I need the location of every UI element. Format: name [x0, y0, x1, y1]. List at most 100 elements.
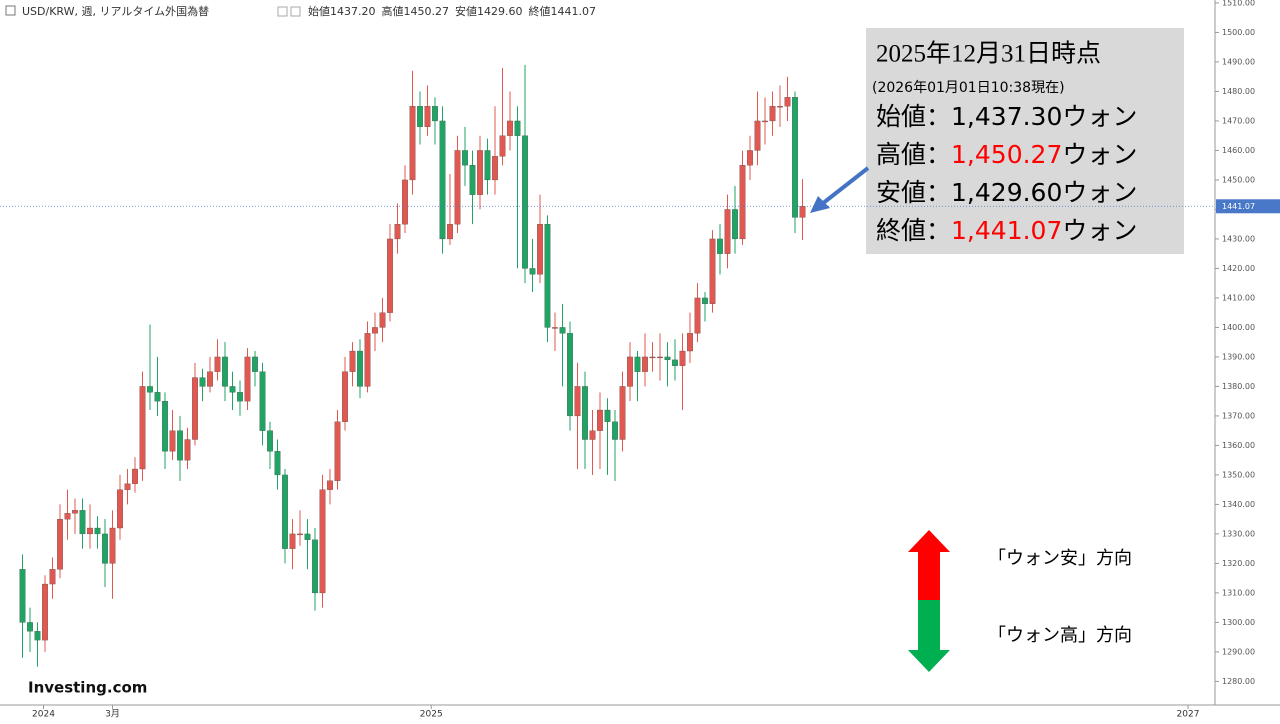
candle-body	[214, 356, 221, 372]
info-label: 安値	[876, 178, 926, 207]
y-tick-label: 1460.00	[1222, 146, 1255, 155]
candle-body	[619, 386, 626, 440]
candle-body	[469, 165, 476, 195]
x-tick-label: 2025	[420, 710, 443, 720]
candle-body	[582, 386, 588, 440]
candle-body	[724, 209, 731, 254]
down-arrow	[908, 600, 950, 672]
candle-body	[34, 631, 41, 641]
info-unit: ウォン	[1062, 216, 1137, 245]
candle-body	[19, 569, 26, 623]
info-sep: ：	[926, 102, 951, 131]
candle-body	[649, 356, 656, 359]
up-direction-label: 「ウォン安」方向	[988, 548, 1132, 569]
candle-body	[597, 409, 603, 431]
candle-body	[124, 483, 131, 490]
candle-body	[229, 386, 236, 393]
candle-body	[507, 120, 513, 136]
candle-body	[792, 97, 798, 218]
candles	[19, 64, 806, 667]
chart-title: USD/KRW, 週, リアルタイム外国為替	[22, 4, 209, 18]
y-tick-label: 1430.00	[1222, 234, 1255, 243]
info-label: 始値	[876, 102, 926, 131]
candle-body	[169, 430, 176, 452]
candle-body	[672, 359, 678, 366]
candle-body	[117, 489, 123, 529]
candle-body	[364, 333, 371, 387]
candle-body	[319, 489, 326, 594]
candle-body	[304, 533, 311, 540]
info-value: 1,437.30	[951, 102, 1062, 131]
y-tick-label: 1350.00	[1222, 470, 1255, 479]
candle-body	[162, 401, 168, 452]
candle-body	[739, 165, 746, 240]
y-tick-label: 1300.00	[1222, 618, 1255, 627]
candle-body	[612, 421, 618, 440]
info-label: 高値	[876, 140, 926, 169]
info-row: 始値：1,437.30ウォン	[876, 102, 1137, 131]
header-field-label: 高値	[382, 4, 404, 18]
candle-body	[342, 371, 348, 422]
x-tick-label: 2024	[32, 710, 55, 720]
candle-body	[484, 150, 491, 181]
header-field-label: 始値	[308, 4, 330, 18]
candle-body	[762, 120, 768, 123]
candle-body	[79, 510, 86, 535]
candle-body	[334, 421, 341, 481]
candle-body	[424, 106, 431, 127]
candle-body	[282, 474, 288, 549]
candle-body	[27, 622, 33, 632]
candle-body	[537, 224, 543, 275]
candle-body	[64, 513, 71, 520]
candle-body	[379, 312, 386, 328]
header-field-label: 安値	[455, 4, 477, 18]
info-box	[866, 28, 1184, 254]
candle-body	[147, 386, 153, 393]
info-title: 2025年12月31日時点	[876, 40, 1101, 68]
y-tick-label: 1490.00	[1222, 57, 1255, 66]
candle-body	[267, 430, 273, 452]
candle-body	[109, 527, 116, 564]
info-row: 高値：1,450.27ウォン	[876, 140, 1137, 169]
candle-body	[589, 430, 596, 440]
y-tick-label: 1340.00	[1222, 500, 1255, 509]
candle-body	[439, 120, 446, 240]
y-tick-label: 1360.00	[1222, 441, 1255, 450]
pointer-arrow-head	[810, 196, 830, 213]
y-tick-label: 1400.00	[1222, 323, 1255, 332]
candle-body	[574, 386, 581, 417]
info-value: 1,429.60	[951, 178, 1062, 207]
y-tick-label: 1280.00	[1222, 677, 1255, 686]
candle-body	[252, 356, 258, 372]
pointer-arrow	[820, 166, 870, 206]
y-tick-label: 1420.00	[1222, 264, 1255, 273]
candle-body	[492, 156, 498, 181]
candle-body	[57, 519, 63, 570]
info-unit: ウォン	[1062, 102, 1137, 131]
candle-body	[747, 150, 753, 166]
candle-body	[514, 120, 521, 136]
y-tick-label: 1320.00	[1222, 559, 1255, 568]
candle-body	[132, 468, 138, 484]
candle-body	[462, 150, 468, 166]
candle-body	[94, 527, 101, 535]
candle-body	[769, 106, 776, 122]
info-row: 安値：1,429.60ウォン	[876, 178, 1137, 207]
candle-body	[529, 268, 536, 275]
y-tick-label: 1290.00	[1222, 647, 1255, 656]
info-unit: ウォン	[1062, 178, 1137, 207]
candle-body	[559, 327, 566, 334]
candle-body	[709, 238, 716, 304]
y-tick-label: 1390.00	[1222, 352, 1255, 361]
candle-body	[102, 533, 108, 564]
down-direction-label: 「ウォン高」方向	[988, 625, 1132, 646]
candle-body	[604, 409, 611, 422]
candle-body	[154, 392, 161, 402]
y-tick-label: 1330.00	[1222, 529, 1255, 538]
candle-body	[72, 510, 78, 514]
candle-body	[289, 533, 296, 549]
header-field-value: 1441.07	[551, 5, 597, 18]
candle-body	[694, 297, 701, 334]
up-arrow	[908, 530, 950, 600]
